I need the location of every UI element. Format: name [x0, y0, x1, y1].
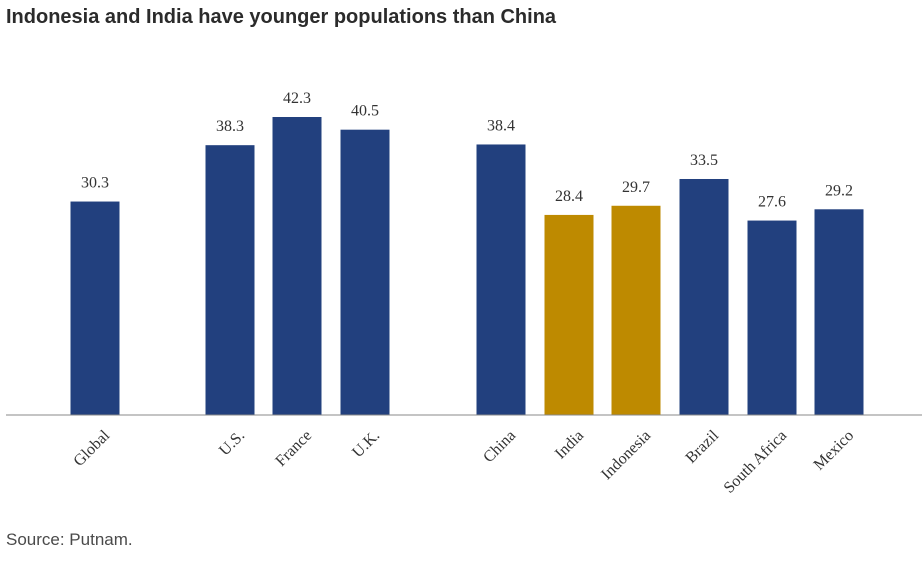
category-label-mexico: Mexico — [811, 427, 858, 474]
value-label-indonesia: 29.7 — [622, 179, 650, 196]
bar-mexico — [814, 209, 864, 415]
value-labels-group: 30.3 38.3 42.3 40.5 38.4 28.4 29.7 33.5 27.6 29.2 — [81, 90, 853, 211]
value-label-south-africa: 27.6 — [758, 194, 786, 211]
bar-brazil — [679, 178, 729, 415]
bar-china — [476, 144, 526, 416]
category-labels-group: Global U.S. France U.K. China India Indonesia B… — [70, 427, 857, 497]
chart-title: Indonesia and India have younger populat… — [6, 6, 557, 28]
source-note: Source: Putnam. — [6, 530, 133, 549]
category-label-brazil: Brazil — [683, 427, 723, 467]
bar-u-k — [340, 129, 390, 415]
value-label-china: 38.4 — [487, 117, 515, 134]
value-label-u-s: 38.3 — [216, 118, 244, 135]
value-label-mexico: 29.2 — [825, 182, 853, 199]
value-label-brazil: 33.5 — [690, 152, 718, 169]
bars-group — [70, 117, 864, 416]
category-label-india: India — [552, 427, 587, 462]
bar-global — [70, 201, 120, 415]
bar-u-s — [205, 145, 255, 415]
bar-france — [272, 117, 322, 415]
category-label-indonesia: Indonesia — [598, 427, 654, 483]
value-label-global: 30.3 — [81, 175, 109, 192]
category-label-china: China — [480, 427, 519, 466]
bar-south-africa — [747, 220, 797, 415]
value-label-u-k: 40.5 — [351, 103, 379, 120]
bar-indonesia — [611, 205, 661, 415]
category-label-global: Global — [70, 427, 113, 470]
value-label-france: 42.3 — [283, 90, 311, 107]
category-label-u-s: U.S. — [216, 427, 248, 459]
category-label-u-k: U.K. — [349, 427, 383, 461]
bar-india — [544, 214, 594, 415]
category-label-south-africa: South Africa — [721, 427, 791, 497]
value-label-india: 28.4 — [555, 188, 583, 205]
category-label-france: France — [272, 427, 315, 470]
